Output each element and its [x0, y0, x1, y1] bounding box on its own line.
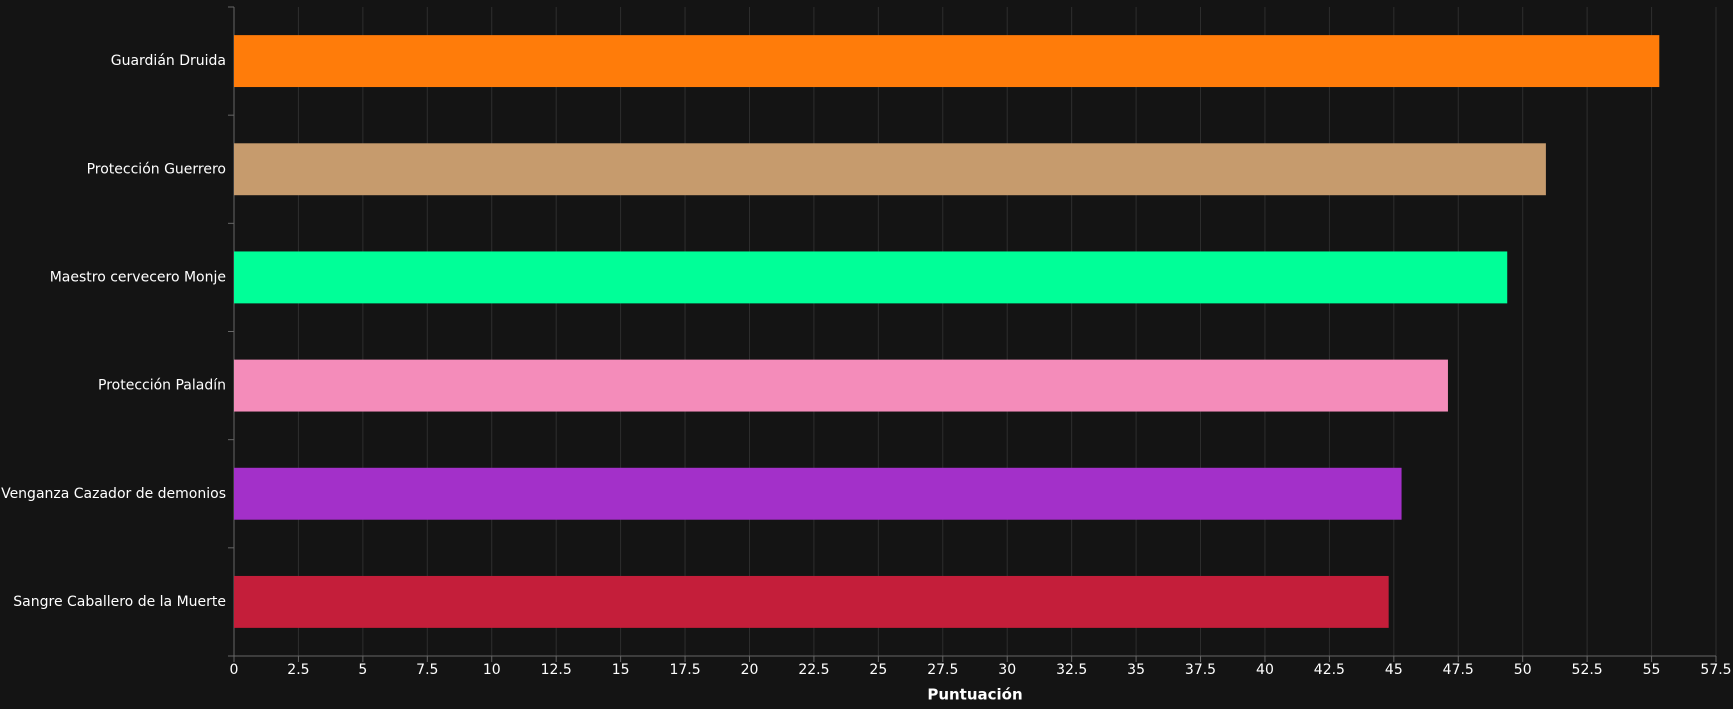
x-tick-label: 45 — [1385, 662, 1403, 678]
x-tick-label: 25 — [869, 662, 887, 678]
bar — [234, 359, 1448, 412]
x-tick-label: 35 — [1127, 662, 1145, 678]
x-tick-label: 10 — [483, 662, 501, 678]
x-tick-label: 52.5 — [1572, 662, 1603, 678]
x-tick-label: 5 — [358, 662, 367, 678]
x-tick-label: 17.5 — [669, 662, 700, 678]
x-tick-label: 42.5 — [1314, 662, 1345, 678]
x-tick-label: 57.5 — [1700, 662, 1731, 678]
x-tick-label: 2.5 — [287, 662, 309, 678]
x-tick-label: 32.5 — [1056, 662, 1087, 678]
x-axis-label: Puntuación — [927, 686, 1022, 704]
x-tick-label: 22.5 — [798, 662, 829, 678]
x-tick-label: 55 — [1643, 662, 1661, 678]
x-tick-label: 7.5 — [416, 662, 438, 678]
x-tick-label: 30 — [998, 662, 1016, 678]
x-tick-label: 50 — [1514, 662, 1532, 678]
y-tick-label: Guardián Druida — [111, 53, 226, 69]
x-tick-label: 37.5 — [1185, 662, 1216, 678]
y-tick-label: Sangre Caballero de la Muerte — [13, 594, 226, 610]
x-tick-label: 20 — [741, 662, 759, 678]
bar — [234, 35, 1660, 88]
y-tick-label: Protección Paladín — [98, 378, 226, 394]
bar — [234, 143, 1546, 196]
x-tick-label: 40 — [1256, 662, 1274, 678]
y-tick-label: Maestro cervecero Monje — [50, 269, 226, 285]
x-tick-label: 12.5 — [541, 662, 572, 678]
bar — [234, 575, 1389, 628]
bar — [234, 251, 1508, 304]
x-tick-label: 47.5 — [1443, 662, 1474, 678]
x-tick-label: 0 — [230, 662, 239, 678]
x-tick-label: 27.5 — [927, 662, 958, 678]
bar — [234, 467, 1402, 520]
y-tick-label: Venganza Cazador de demonios — [1, 486, 226, 502]
x-tick-label: 15 — [612, 662, 630, 678]
y-tick-label: Protección Guerrero — [87, 161, 226, 177]
